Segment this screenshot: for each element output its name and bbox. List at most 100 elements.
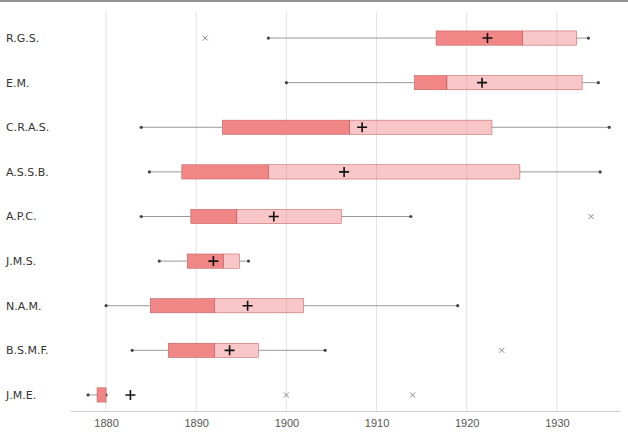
box-upper xyxy=(214,343,258,357)
whisker-end xyxy=(608,126,611,129)
box-upper xyxy=(106,388,107,402)
grid-line xyxy=(466,12,467,411)
whisker xyxy=(159,261,187,262)
tick-label: 1880 xyxy=(94,417,118,429)
whisker-end xyxy=(587,36,590,39)
whisker-end xyxy=(409,215,412,218)
outlier xyxy=(203,36,208,41)
tick: 1920 xyxy=(455,411,479,429)
box xyxy=(203,31,590,45)
box-lower xyxy=(222,120,349,134)
grid-line xyxy=(556,12,557,411)
whisker xyxy=(520,171,600,172)
whisker-end xyxy=(597,81,600,84)
box xyxy=(86,388,415,402)
whisker-end xyxy=(324,349,327,352)
whisker xyxy=(132,350,168,351)
whisker-end xyxy=(285,81,288,84)
category-label: N.A.M. xyxy=(6,300,42,313)
box-lower xyxy=(168,343,214,357)
whisker-end xyxy=(148,170,151,173)
mean-marker xyxy=(208,256,218,266)
box-upper xyxy=(447,76,582,90)
whisker-end xyxy=(267,36,270,39)
tick-label: 1920 xyxy=(455,417,479,429)
tick: 1930 xyxy=(545,411,569,429)
mean-marker xyxy=(125,390,135,400)
mean-marker xyxy=(357,122,367,132)
grid-line xyxy=(376,12,377,411)
box xyxy=(285,76,600,90)
box-upper xyxy=(350,120,492,134)
category-label: E.M. xyxy=(6,77,29,90)
outlier xyxy=(284,392,289,397)
box xyxy=(158,254,250,268)
category-label: A.P.C. xyxy=(6,210,36,223)
whisker xyxy=(577,38,589,39)
whisker-end xyxy=(104,304,107,307)
whisker-end xyxy=(158,260,161,263)
box xyxy=(140,120,611,134)
tick: 1900 xyxy=(275,411,299,429)
mean-marker xyxy=(477,78,487,88)
grid-line xyxy=(106,12,107,411)
whisker xyxy=(258,350,325,351)
category-label: A.S.S.B. xyxy=(6,166,49,179)
box xyxy=(131,343,505,357)
tick: 1910 xyxy=(365,411,389,429)
category-label: B.S.M.F. xyxy=(6,344,49,357)
box-lower xyxy=(414,76,446,90)
chart: 1880 1890 1900 1910 1920 1930 R.G.S. E.M. C.R.A.… xyxy=(0,0,628,441)
category-label: J.M.S. xyxy=(5,255,36,268)
plot-area xyxy=(86,31,610,402)
mean-marker xyxy=(482,33,492,43)
box-lower xyxy=(187,254,223,268)
outlier xyxy=(499,348,504,353)
whisker xyxy=(304,305,458,306)
outlier xyxy=(410,392,415,397)
whisker xyxy=(582,82,598,83)
tick: 1890 xyxy=(184,411,208,429)
box-lower xyxy=(182,165,269,179)
box xyxy=(104,299,459,313)
category-label: R.G.S. xyxy=(6,32,39,45)
whisker xyxy=(286,82,414,83)
whisker-end xyxy=(86,393,89,396)
whisker-end xyxy=(599,170,602,173)
box-upper xyxy=(268,165,520,179)
mean-marker xyxy=(269,212,279,222)
tick-label: 1910 xyxy=(365,417,389,429)
box-upper xyxy=(223,254,239,268)
whisker-end xyxy=(456,304,459,307)
tick-label: 1890 xyxy=(184,417,208,429)
box xyxy=(148,165,602,179)
mean-marker xyxy=(243,301,253,311)
whisker xyxy=(149,171,181,172)
mean-marker xyxy=(339,167,349,177)
category-labels: R.G.S. E.M. C.R.A.S. A.S.S.B. A.P.C. J.M.S. N.… xyxy=(5,32,49,402)
outlier xyxy=(589,214,594,219)
box-lower xyxy=(436,31,523,45)
box-lower xyxy=(150,299,214,313)
box xyxy=(140,209,594,223)
box-lower xyxy=(97,388,106,402)
whisker xyxy=(141,127,222,128)
whisker xyxy=(106,305,150,306)
tick-label: 1900 xyxy=(275,417,299,429)
box-upper xyxy=(237,209,342,223)
whisker-end xyxy=(247,260,250,263)
category-label: J.M.E. xyxy=(5,389,36,402)
category-label: C.R.A.S. xyxy=(6,121,49,134)
whisker xyxy=(141,216,191,217)
whisker-end xyxy=(131,349,134,352)
tick: 1880 xyxy=(94,411,118,429)
mean-marker xyxy=(225,345,235,355)
top-rule xyxy=(0,1,628,2)
whisker xyxy=(492,127,609,128)
grid xyxy=(106,12,557,411)
axis-line xyxy=(71,411,621,412)
box-upper xyxy=(214,299,303,313)
box-lower xyxy=(191,209,237,223)
box-upper xyxy=(523,31,577,45)
whisker-end xyxy=(140,126,143,129)
